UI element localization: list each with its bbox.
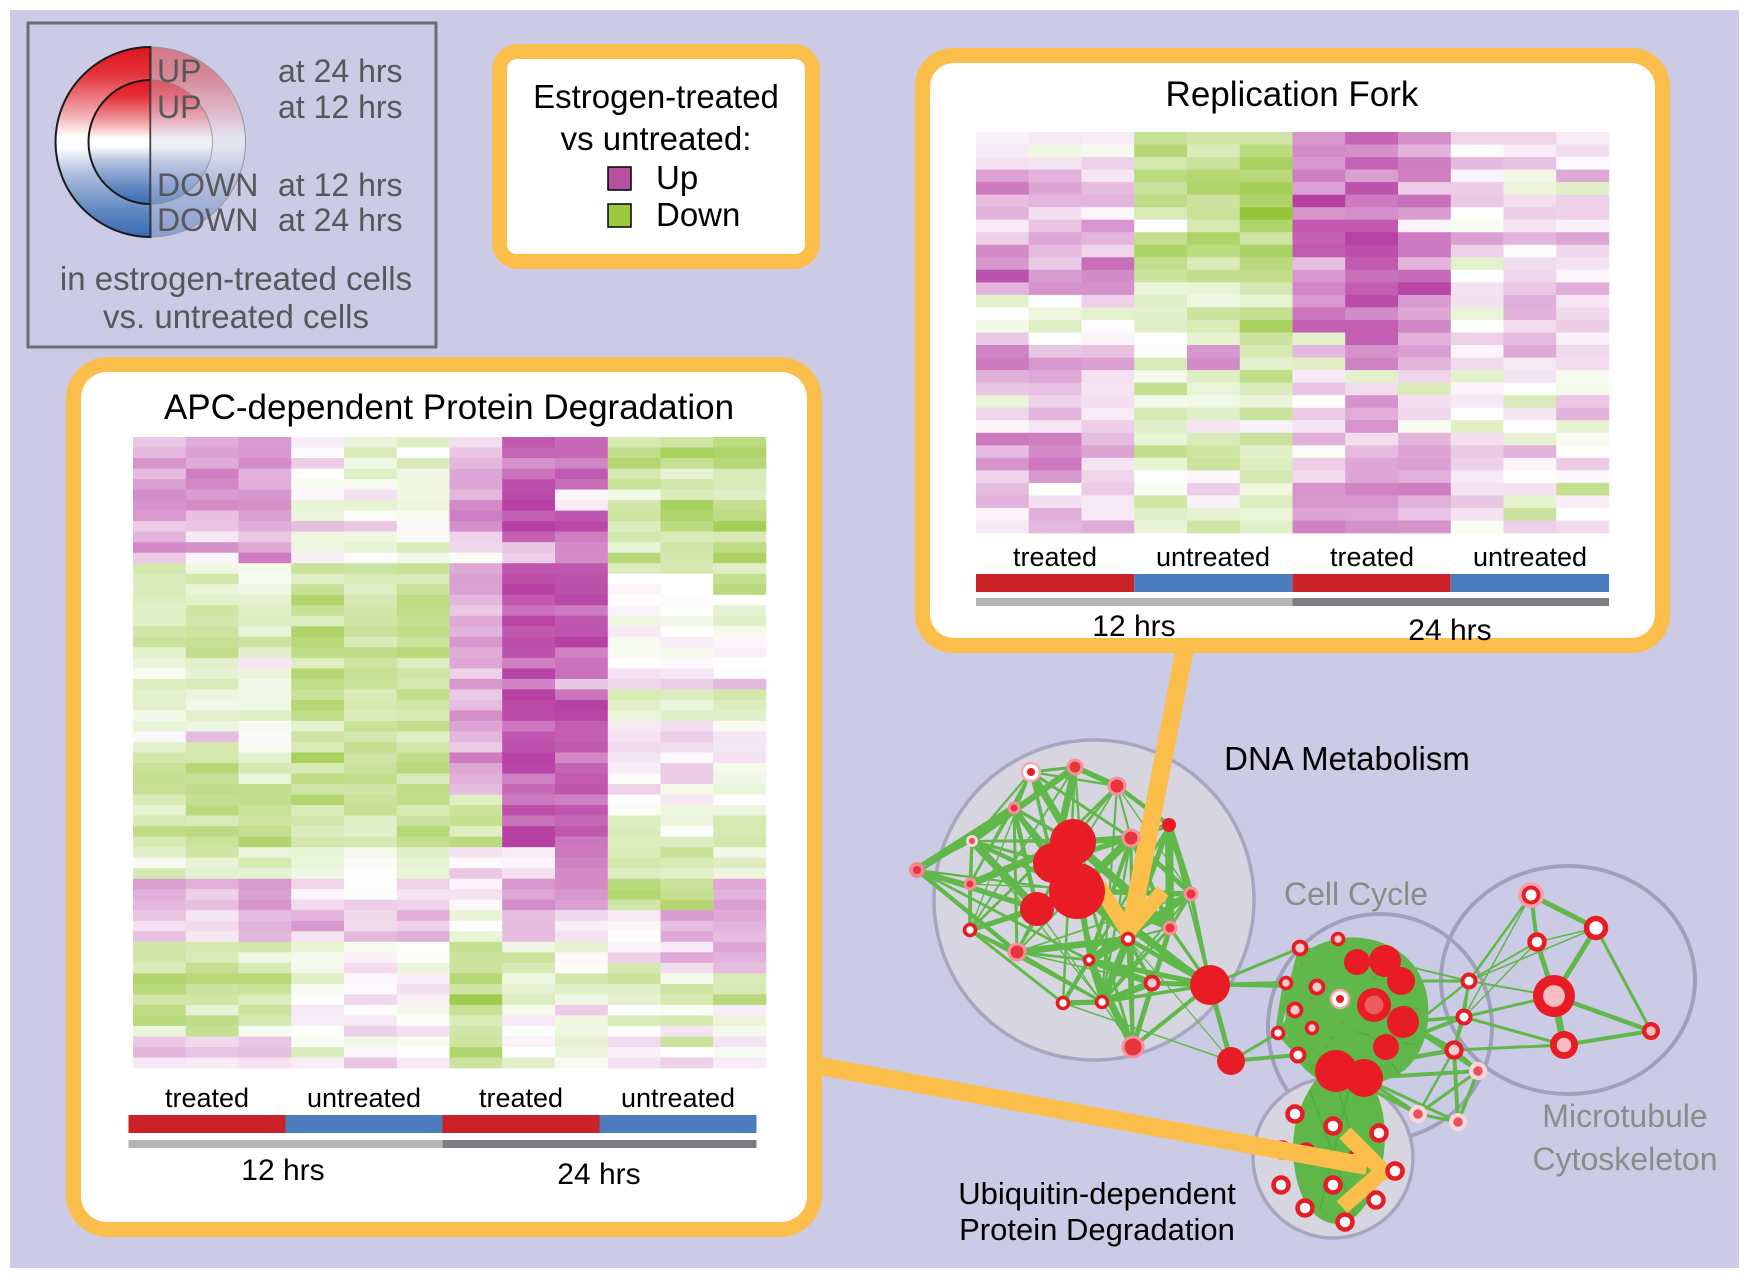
svg-text:UP: UP (157, 53, 201, 89)
svg-text:Down: Down (656, 196, 740, 233)
svg-text:Up: Up (656, 159, 698, 196)
svg-text:vs. untreated cells: vs. untreated cells (103, 298, 369, 335)
svg-text:in estrogen-treated cells: in estrogen-treated cells (60, 260, 412, 297)
svg-text:24 hrs: 24 hrs (557, 1158, 640, 1191)
svg-text:treated: treated (1013, 542, 1097, 572)
svg-text:at 24 hrs: at 24 hrs (278, 202, 403, 238)
svg-text:UP: UP (157, 89, 201, 125)
svg-text:Microtubule: Microtubule (1542, 1098, 1707, 1134)
svg-text:12 hrs: 12 hrs (1092, 610, 1175, 643)
svg-text:Cytoskeleton: Cytoskeleton (1533, 1141, 1718, 1177)
svg-text:12 hrs: 12 hrs (241, 1154, 324, 1187)
svg-text:DOWN: DOWN (157, 202, 258, 238)
svg-text:treated: treated (1330, 542, 1414, 572)
svg-text:at 24 hrs: at 24 hrs (278, 53, 403, 89)
svg-text:24 hrs: 24 hrs (1408, 614, 1491, 647)
svg-text:treated: treated (479, 1083, 563, 1113)
svg-text:untreated: untreated (621, 1083, 735, 1113)
svg-text:vs untreated:: vs untreated: (561, 120, 752, 157)
svg-text:Cell Cycle: Cell Cycle (1284, 876, 1428, 912)
svg-text:Estrogen-treated: Estrogen-treated (533, 78, 779, 115)
svg-text:treated: treated (165, 1083, 249, 1113)
svg-text:at 12 hrs: at 12 hrs (278, 89, 403, 125)
svg-text:Protein Degradation: Protein Degradation (959, 1212, 1235, 1247)
svg-text:DOWN: DOWN (157, 167, 258, 203)
svg-text:untreated: untreated (307, 1083, 421, 1113)
svg-text:at 12 hrs: at 12 hrs (278, 167, 403, 203)
svg-text:DNA Metabolism: DNA Metabolism (1224, 740, 1470, 777)
svg-text:Ubiquitin-dependent: Ubiquitin-dependent (958, 1176, 1236, 1211)
svg-text:Replication Fork: Replication Fork (1166, 75, 1419, 114)
svg-text:APC-dependent Protein Degradat: APC-dependent Protein Degradation (164, 388, 734, 427)
svg-text:untreated: untreated (1156, 542, 1270, 572)
svg-text:untreated: untreated (1473, 542, 1587, 572)
